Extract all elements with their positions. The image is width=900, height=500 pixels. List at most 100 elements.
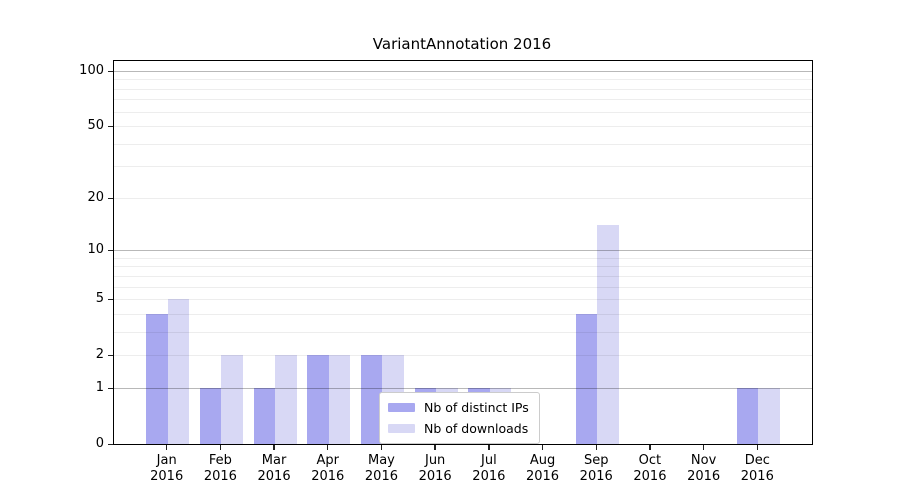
x-tick-month: Nov — [690, 453, 717, 468]
x-tick-mark — [488, 445, 490, 450]
x-tick-year: 2016 — [150, 468, 184, 484]
x-tick-mark — [273, 445, 275, 450]
x-tick-label: Jul 2016 — [457, 453, 521, 484]
x-tick-label: Dec 2016 — [725, 453, 789, 484]
x-tick-month: Jan — [156, 453, 177, 468]
x-tick-year: 2016 — [257, 468, 291, 484]
y-tick-label: 10 — [87, 242, 104, 258]
x-tick-mark — [380, 445, 383, 450]
x-tick-year: 2016 — [311, 468, 345, 484]
x-tick-label: Sep 2016 — [564, 453, 628, 484]
x-tick-mark — [327, 445, 329, 450]
legend-item-distinct-ips: Nb of distinct IPs — [388, 400, 529, 415]
x-tick-month: Apr — [316, 453, 340, 468]
x-tick-mark — [595, 445, 597, 450]
x-tick-year: 2016 — [203, 468, 237, 484]
y-tick-label: 100 — [79, 63, 104, 78]
gridline-minor — [114, 197, 812, 199]
legend-label-distinct-ips: Nb of distinct IPs — [424, 400, 529, 415]
gridline-major — [114, 71, 812, 72]
gridline-minor — [114, 111, 812, 113]
x-tick-label: Aug 2016 — [511, 453, 575, 484]
y-tick-label: 0 — [95, 436, 104, 451]
plot-area: Nb of distinct IPs Nb of downloads — [113, 60, 813, 445]
x-tick-month: Jun — [424, 453, 446, 468]
gridline-minor — [114, 266, 812, 268]
bar-downloads — [597, 225, 619, 444]
bar-downloads — [167, 299, 190, 444]
x-tick-mark — [756, 445, 758, 450]
x-tick-mark — [219, 445, 222, 450]
bar-downloads — [758, 387, 780, 444]
y-tick-mark — [108, 298, 113, 301]
y-tick-mark — [108, 125, 113, 128]
x-tick-month: May — [368, 453, 395, 468]
x-tick-mark — [649, 445, 651, 450]
y-tick-label: 2 — [95, 347, 104, 363]
y-tick-mark — [108, 387, 113, 390]
gridline-minor — [114, 313, 812, 315]
x-tick-label: Feb 2016 — [188, 453, 252, 484]
gridline-major — [114, 250, 812, 252]
x-tick-label: Oct 2016 — [618, 453, 682, 484]
x-tick-year: 2016 — [472, 468, 506, 484]
y-tick-mark — [108, 70, 113, 73]
x-tick-mark — [702, 445, 705, 450]
y-tick-mark — [108, 197, 113, 200]
y-tick-label: 50 — [87, 118, 104, 134]
gridline-minor — [114, 257, 812, 259]
bar-distinct-ips — [307, 355, 329, 444]
x-tick-month: Dec — [744, 453, 770, 468]
x-tick-mark — [434, 445, 436, 450]
gridline-minor — [114, 143, 812, 145]
bar-downloads — [221, 355, 243, 444]
x-tick-year: 2016 — [633, 468, 667, 484]
legend: Nb of distinct IPs Nb of downloads — [379, 392, 540, 444]
x-tick-label: Jun 2016 — [403, 453, 467, 484]
bar-downloads — [328, 355, 351, 444]
y-tick-label: 20 — [87, 189, 104, 205]
gridline-minor — [114, 286, 812, 288]
bar-distinct-ips — [146, 313, 168, 444]
x-tick-label: May 2016 — [349, 453, 413, 484]
bar-distinct-ips — [360, 355, 383, 444]
x-tick-label: Mar 2016 — [242, 453, 306, 484]
legend-item-downloads: Nb of downloads — [388, 421, 529, 436]
bar-distinct-ips — [253, 387, 276, 444]
gridline-minor — [114, 166, 812, 168]
x-tick-month: Aug — [529, 453, 556, 468]
gridline-minor — [114, 88, 812, 90]
x-tick-year: 2016 — [418, 468, 452, 484]
x-tick-label: Apr 2016 — [296, 453, 360, 484]
x-tick-month: Oct — [638, 453, 662, 468]
gridline-minor — [114, 99, 812, 101]
gridline-major — [114, 387, 812, 389]
y-tick-label: 1 — [95, 379, 104, 395]
x-tick-label: Nov 2016 — [672, 453, 736, 484]
bar-downloads — [275, 355, 297, 444]
y-tick-mark — [108, 249, 113, 252]
x-tick-mark — [541, 445, 544, 450]
x-tick-year: 2016 — [364, 468, 398, 484]
legend-label-downloads: Nb of downloads — [424, 421, 529, 436]
gridline-minor — [114, 126, 812, 128]
x-tick-mark — [165, 445, 168, 450]
chart-title: VariantAnnotation 2016 — [372, 35, 552, 53]
gridline-minor — [114, 79, 812, 81]
x-tick-year: 2016 — [525, 468, 560, 484]
gridline-minor — [114, 331, 812, 333]
x-tick-month: Feb — [208, 453, 232, 468]
legend-swatch-distinct-ips — [388, 403, 415, 412]
y-tick-mark — [108, 443, 113, 446]
y-tick-mark — [108, 354, 113, 357]
x-tick-year: 2016 — [740, 468, 774, 484]
legend-swatch-downloads — [388, 424, 415, 433]
y-tick-label: 5 — [95, 291, 104, 307]
bar-distinct-ips — [736, 387, 759, 444]
x-tick-month: Jul — [481, 453, 497, 468]
x-tick-label: Jan 2016 — [135, 453, 199, 484]
bar-distinct-ips — [199, 387, 222, 444]
bar-distinct-ips — [575, 313, 598, 444]
gridline-minor — [114, 299, 812, 301]
